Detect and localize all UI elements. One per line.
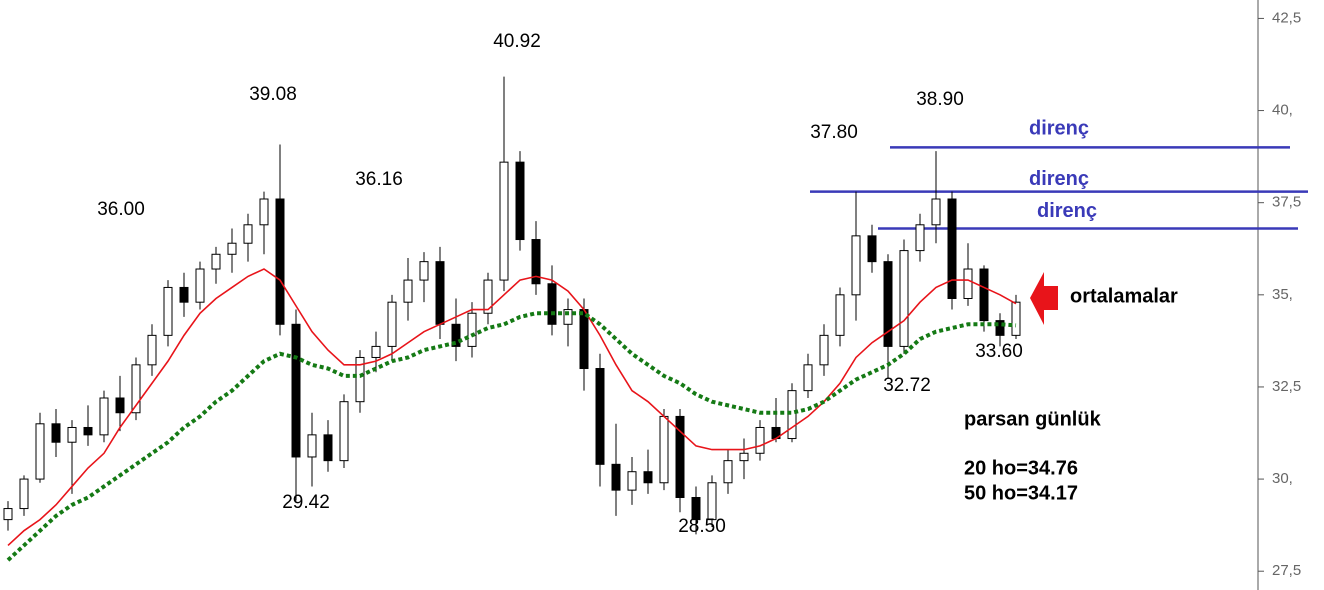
candle-body [627,471,637,491]
candle-body [387,301,397,347]
candle-body [931,198,941,226]
candle-body [67,426,77,443]
candle-body [963,268,973,300]
candle-body [19,478,29,510]
candle-body [51,423,61,443]
candle-body [307,434,317,458]
price-annotation: 37.80 [810,122,858,143]
candle-body [483,279,493,314]
y-tick-label: 30, [1272,470,1293,487]
arrow [1030,272,1058,325]
candle-body [323,434,333,462]
ma-line-dotted [6,311,1017,562]
resistance-label: direnç [1029,168,1089,190]
candle-body [3,508,13,521]
candle-body [243,224,253,244]
candle-body [371,345,381,358]
candle-body [547,283,557,325]
candle-body [435,261,445,325]
y-tick-label: 35, [1272,286,1293,303]
candle-body [531,239,541,285]
candle-body [579,309,589,370]
price-annotation: 39.08 [249,84,297,105]
info-line: 20 ho=34.76 [964,457,1078,479]
candle-body [867,235,877,263]
candle-body [915,224,925,252]
candle-body [115,397,125,414]
y-tick-label: 42,5 [1272,9,1301,26]
candle-body [611,463,621,491]
candle-body [467,312,477,347]
price-annotation: 40.92 [493,31,541,52]
y-tick-label: 27,5 [1272,562,1301,579]
price-annotation: 36.00 [97,199,145,220]
candle-body [227,242,237,255]
arrow-label: ortalamalar [1070,285,1178,307]
candle-body [707,482,717,521]
price-annotation: 38.90 [916,89,964,110]
candle-body [163,286,173,336]
candle-body [515,161,525,241]
candle-body [675,415,685,499]
price-annotation: 29.42 [282,492,330,513]
candle-body [339,401,349,462]
y-tick-label: 32,5 [1272,378,1301,395]
candle-body [259,198,269,226]
candle-body [403,279,413,303]
candle-body [131,364,141,414]
candle-body [739,452,749,462]
candle-body [195,268,205,303]
candle-body [291,323,301,458]
price-annotation: 32.72 [883,375,931,396]
candle-body [179,286,189,303]
candle-body [643,471,653,484]
candle-body [147,334,157,366]
candle-body [803,364,813,392]
candle-body [563,309,573,325]
candle-body [211,253,221,270]
candle-body [595,368,605,465]
candle-body [1011,301,1021,336]
candle-body [979,268,989,322]
candle-body [723,460,733,484]
y-tick-label: 40, [1272,102,1293,119]
candle-body [883,261,893,347]
candle-body [995,320,1005,336]
y-tick-label: 37,5 [1272,194,1301,211]
candle-body [835,294,845,336]
info-title: parsan günlük [964,408,1102,430]
candle-body [35,423,45,480]
candle-body [899,250,909,347]
candle-body [419,261,429,281]
price-annotation: 36.16 [355,169,403,190]
candle-body [947,198,957,300]
info-line: 50 ho=34.17 [964,482,1078,504]
resistance-label: direnç [1029,118,1089,140]
candle-body [451,323,461,347]
price-annotation: 33.60 [975,341,1023,362]
candle-body [99,397,109,436]
candle-body [275,198,285,325]
candle-body [499,161,509,281]
candle-body [851,235,861,296]
resistance-label: direnç [1037,200,1097,222]
candle-body [355,356,365,403]
candle-body [691,497,701,521]
price-annotation: 28.50 [678,516,726,537]
candle-body [819,334,829,366]
candle-body [659,415,669,484]
ma-line [7,268,1017,546]
candle-body [755,426,765,454]
candle-body [83,426,93,436]
